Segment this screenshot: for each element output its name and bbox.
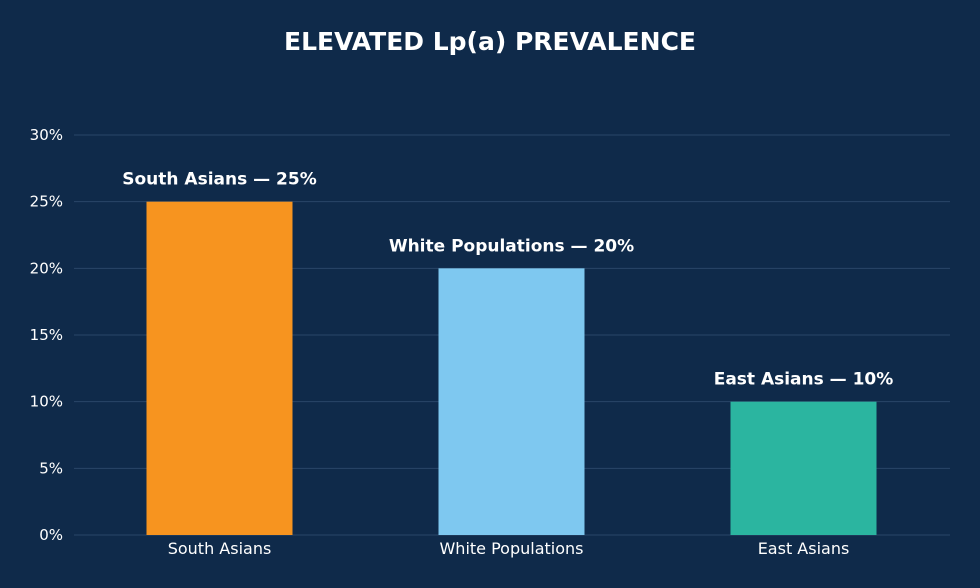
bar-east-asians <box>730 401 877 535</box>
category-label: East Asians <box>758 539 850 558</box>
bar-south-asians <box>146 201 293 535</box>
y-tick-label: 30% <box>30 126 63 144</box>
bar-white-populations <box>438 268 585 535</box>
y-tick-label: 20% <box>30 259 63 277</box>
y-tick-label: 10% <box>30 393 63 411</box>
y-tick-label: 0% <box>39 526 63 544</box>
y-tick-label: 15% <box>30 326 63 344</box>
chart-title: ELEVATED Lp(a) PREVALENCE <box>284 27 696 56</box>
y-tick-label: 25% <box>30 193 63 211</box>
y-axis-ticks: 0% 5% 10% 15% 20% 25% 30% <box>30 126 63 544</box>
data-label: South Asians — 25% <box>122 170 317 190</box>
data-label: White Populations — 20% <box>389 236 634 256</box>
category-label: South Asians <box>168 539 272 558</box>
x-axis-categories: South Asians White Populations East Asians <box>168 539 850 558</box>
data-label: East Asians — 10% <box>714 370 894 390</box>
data-labels: South Asians — 25% White Populations — 20… <box>122 170 893 390</box>
category-label: White Populations <box>439 539 583 558</box>
bars <box>146 201 877 535</box>
y-tick-label: 5% <box>39 459 63 477</box>
